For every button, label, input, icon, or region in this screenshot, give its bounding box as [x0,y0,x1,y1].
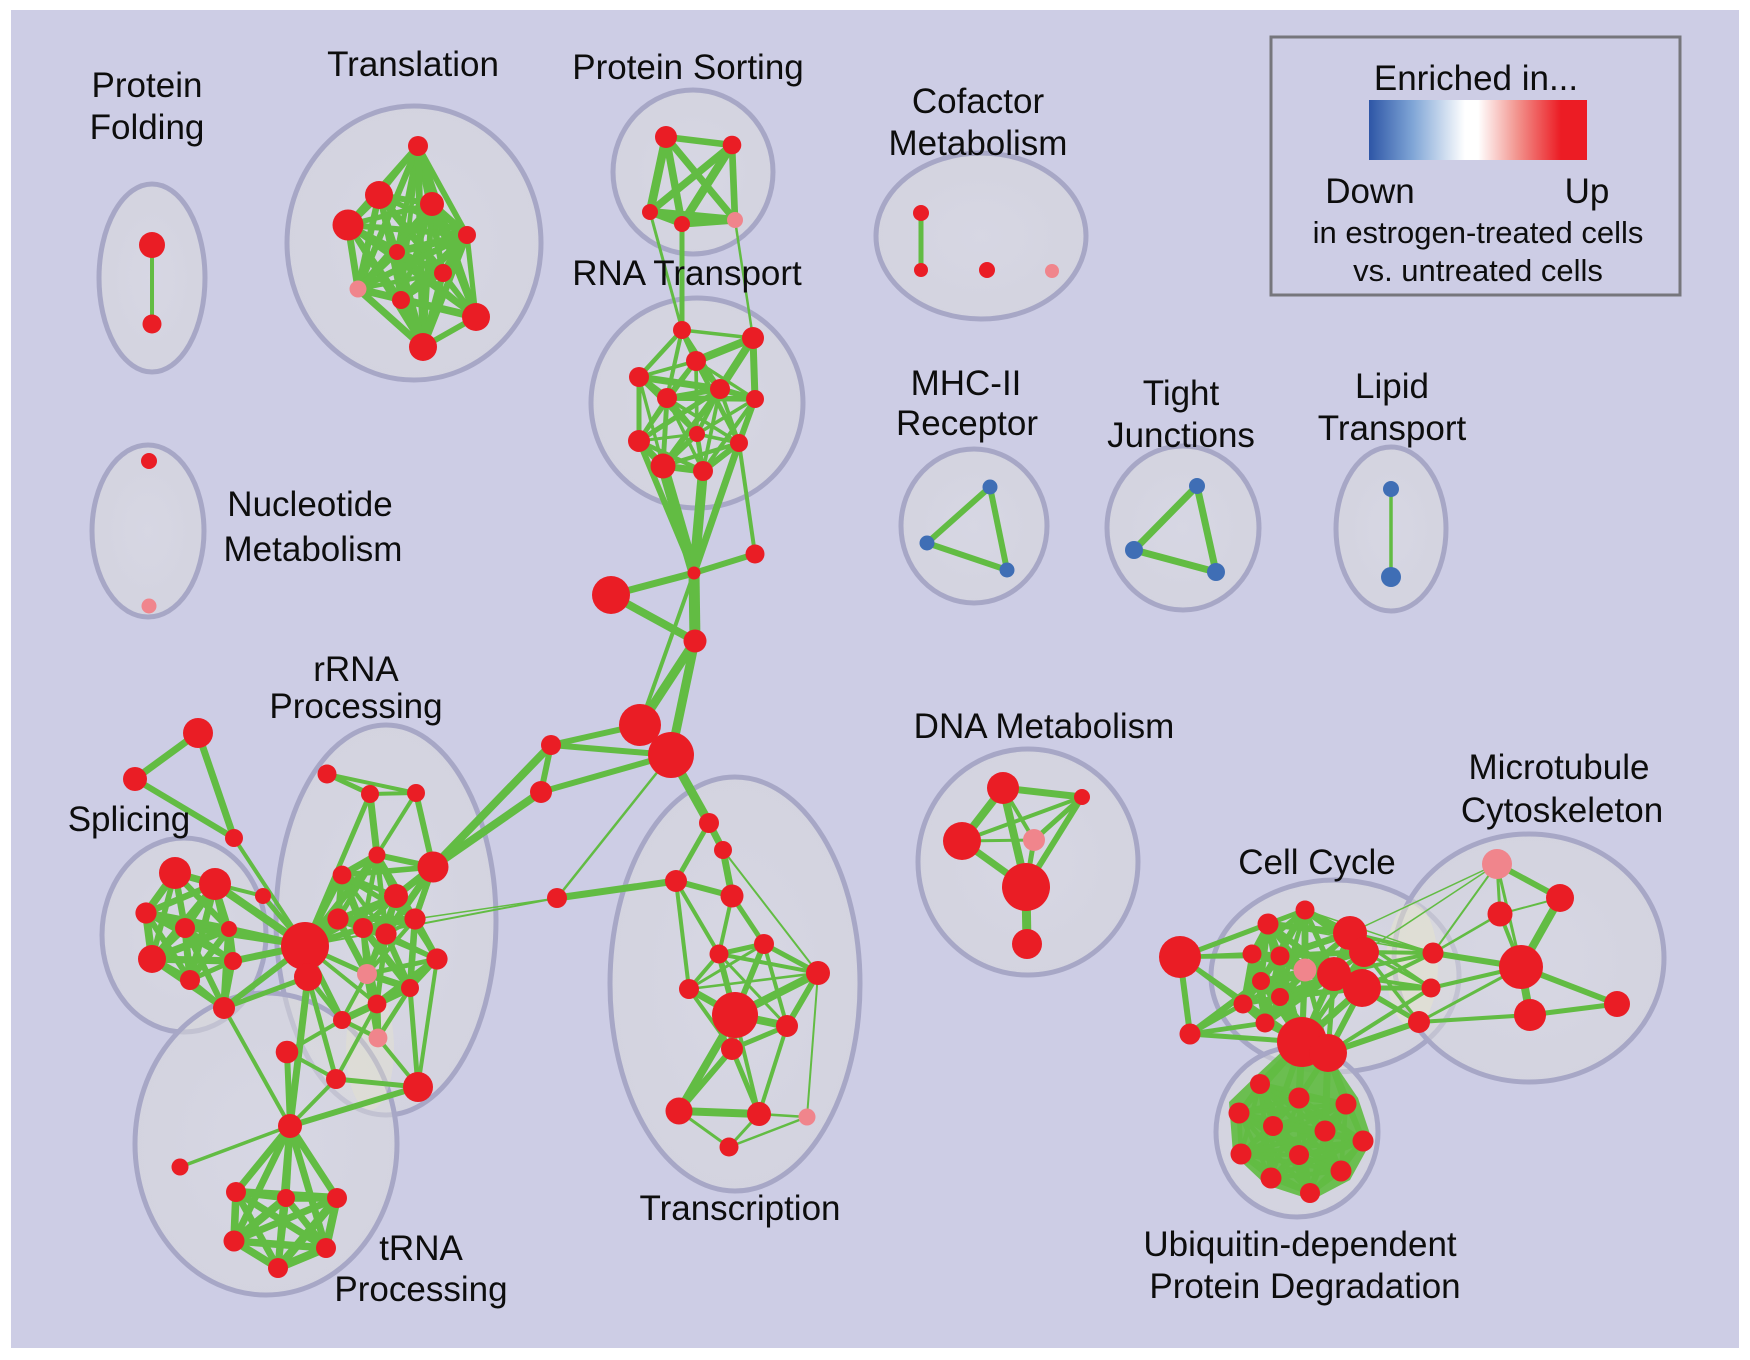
svg-text:Protein Sorting: Protein Sorting [572,48,804,87]
svg-text:RNA Transport: RNA Transport [572,254,802,293]
svg-text:Microtubule: Microtubule [1469,748,1650,787]
svg-text:DNA Metabolism: DNA Metabolism [914,707,1175,746]
svg-text:Metabolism: Metabolism [224,530,403,569]
svg-text:Nucleotide: Nucleotide [227,485,392,524]
svg-text:Cofactor: Cofactor [912,82,1045,121]
svg-text:Receptor: Receptor [896,404,1038,443]
svg-text:Processing: Processing [269,687,442,726]
svg-text:Metabolism: Metabolism [889,124,1068,163]
svg-text:Tight: Tight [1143,374,1220,413]
svg-text:Cell Cycle: Cell Cycle [1238,843,1396,882]
svg-text:Down: Down [1325,172,1414,211]
svg-text:Transcription: Transcription [640,1189,841,1228]
svg-text:MHC-II: MHC-II [911,364,1022,403]
svg-text:Translation: Translation [327,45,499,84]
svg-text:vs. untreated cells: vs. untreated cells [1353,253,1603,288]
svg-text:Cytoskeleton: Cytoskeleton [1461,791,1663,830]
svg-text:Enriched in...: Enriched in... [1374,59,1578,98]
svg-text:Up: Up [1565,172,1610,211]
svg-text:tRNA: tRNA [379,1229,463,1268]
svg-text:Splicing: Splicing [68,800,191,839]
svg-text:Protein Degradation: Protein Degradation [1149,1267,1460,1306]
svg-text:in estrogen-treated cells: in estrogen-treated cells [1313,215,1644,250]
svg-text:Folding: Folding [90,108,205,147]
svg-text:Protein: Protein [92,66,203,105]
svg-text:Transport: Transport [1318,409,1467,448]
svg-text:Junctions: Junctions [1107,416,1255,455]
svg-text:Ubiquitin-dependent: Ubiquitin-dependent [1143,1225,1457,1264]
svg-text:rRNA: rRNA [313,650,399,689]
svg-text:Processing: Processing [334,1270,507,1309]
svg-text:Lipid: Lipid [1355,367,1429,406]
